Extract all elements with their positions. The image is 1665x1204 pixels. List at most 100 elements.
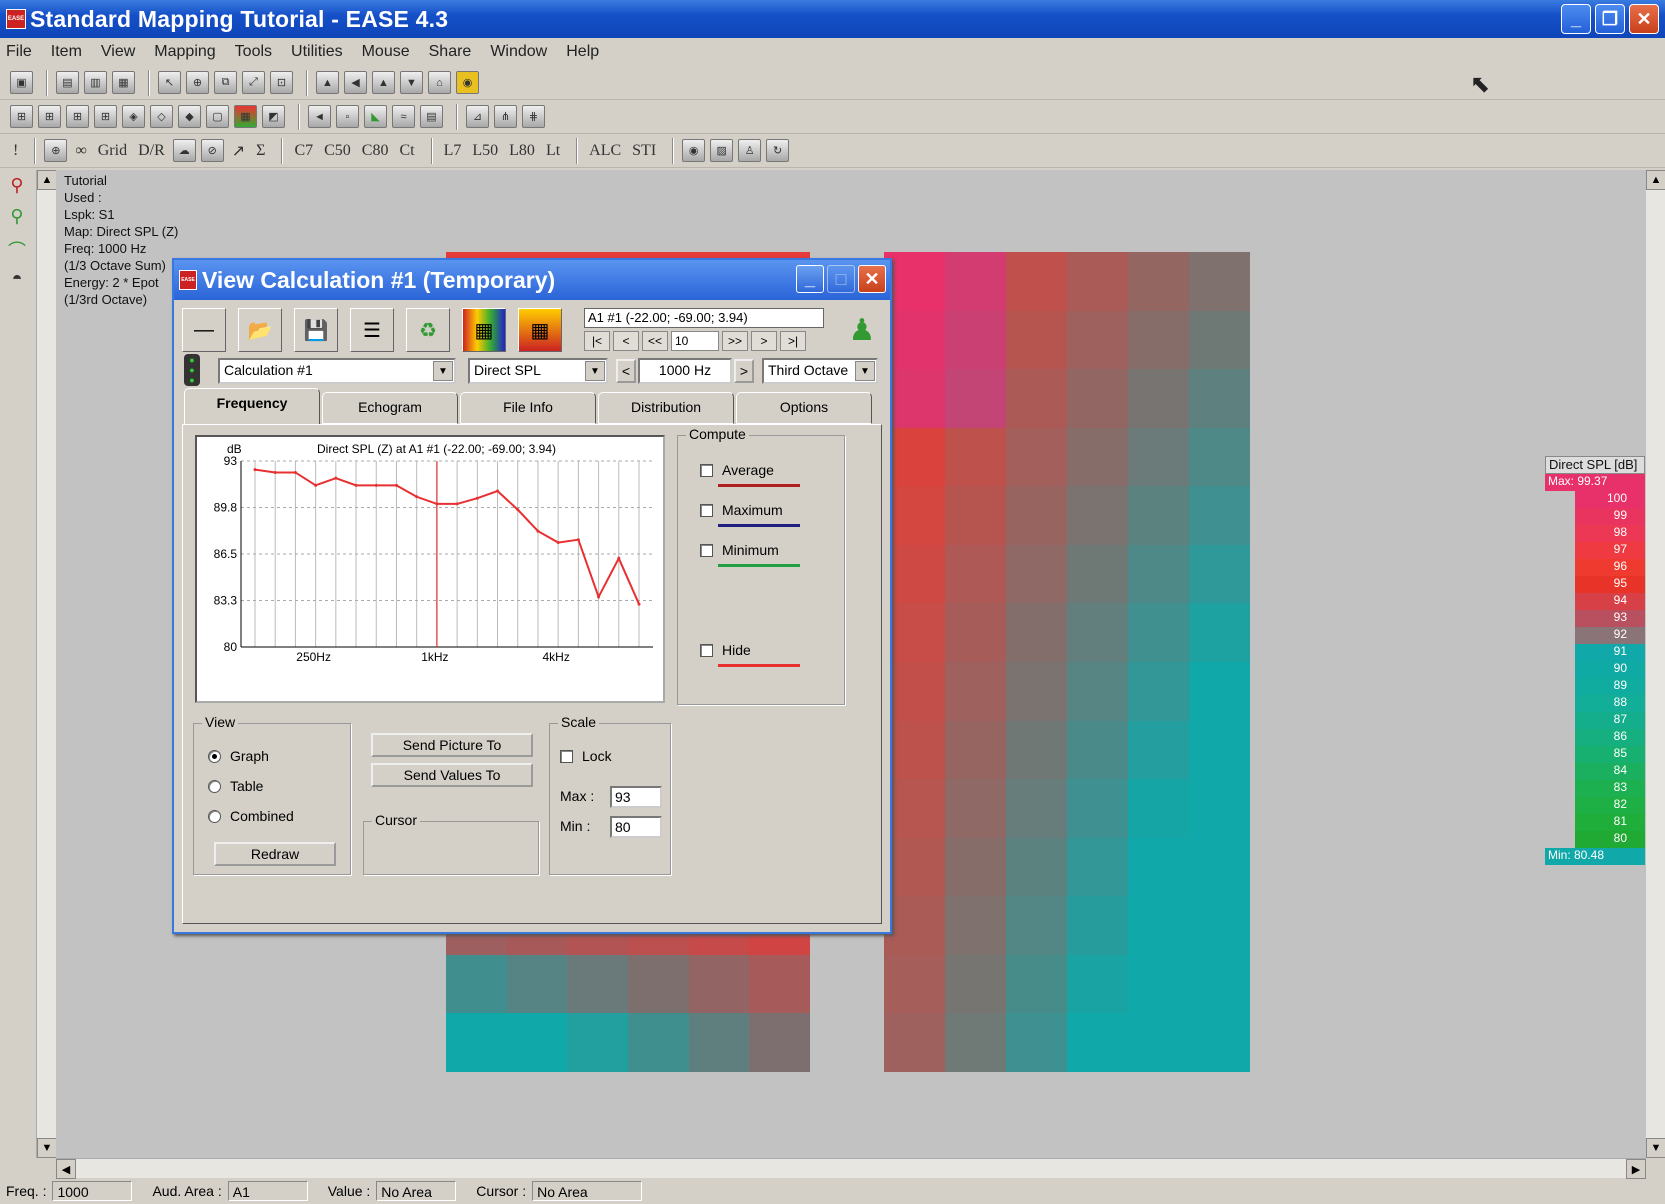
link-icon[interactable]: ∞ xyxy=(75,141,87,159)
curve-icon[interactable]: ↗ xyxy=(231,142,246,160)
solid-icon[interactable]: ◆ xyxy=(178,105,201,128)
nav-next-step-button[interactable]: >> xyxy=(722,331,748,351)
dialog-maximize-button[interactable]: □ xyxy=(827,265,855,293)
table-radio[interactable]: Table xyxy=(208,778,263,794)
frequency-field[interactable]: 1000 Hz xyxy=(638,358,732,384)
minimum-checkbox[interactable]: Minimum xyxy=(700,542,779,558)
hide-checkbox[interactable]: Hide xyxy=(700,642,751,658)
arrow-up-icon[interactable]: ▲ xyxy=(372,71,395,94)
person-icon[interactable]: ♙ xyxy=(738,139,762,162)
l7-button[interactable]: L7 xyxy=(443,141,462,159)
redraw-button[interactable]: Redraw xyxy=(214,842,336,866)
window-titlebar[interactable]: EASE Standard Mapping Tutorial - EASE 4.… xyxy=(0,0,1665,38)
sti-button[interactable]: STI xyxy=(632,141,657,159)
map-icon[interactable]: ▦ xyxy=(234,105,257,128)
speaker-icon[interactable]: ◄ xyxy=(308,105,331,128)
ct-button[interactable]: Ct xyxy=(399,141,415,159)
scroll-left-icon[interactable]: ◀ xyxy=(56,1159,76,1179)
rotate-icon[interactable]: ↻ xyxy=(766,139,790,162)
scroll-up-icon[interactable]: ▲ xyxy=(1646,170,1665,190)
alc-button[interactable]: ALC xyxy=(589,141,622,159)
dome-icon[interactable]: ◓ xyxy=(11,268,23,288)
frequency-graph[interactable]: 93 89.8 86.5 83.3 80 250Hz 1kHz 4kHz dB Direct SP… xyxy=(195,435,665,703)
zoom-fit-icon[interactable]: ⤢ xyxy=(242,71,265,94)
menu-mouse[interactable]: Mouse xyxy=(361,43,410,60)
multi-heatmap-icon[interactable]: ▦ xyxy=(518,308,562,352)
grid-button[interactable]: Grid xyxy=(97,141,128,159)
table-icon[interactable]: ▤ xyxy=(420,105,443,128)
no-icon[interactable]: ⊘ xyxy=(200,139,224,162)
graph-radio[interactable]: Graph xyxy=(208,748,269,764)
checkbox-box[interactable] xyxy=(700,463,713,477)
checkbox-box[interactable] xyxy=(700,503,713,517)
menu-window[interactable]: Window xyxy=(490,43,548,60)
calculation-select[interactable]: Calculation #1 ▼ xyxy=(218,358,456,384)
edit-face-icon[interactable]: ▦ xyxy=(112,71,135,94)
layout-4-icon[interactable]: ⊞ xyxy=(94,105,117,128)
arrow-left-icon[interactable]: ◀ xyxy=(344,71,367,94)
crosshair-icon[interactable]: ⊕ xyxy=(186,71,209,94)
map-type-select[interactable]: Direct SPL ▼ xyxy=(468,358,608,384)
chevron-down-icon[interactable]: ▼ xyxy=(855,361,875,381)
tab-options[interactable]: Options xyxy=(736,392,872,424)
layout-1-icon[interactable]: ⊞ xyxy=(10,105,33,128)
menu-tools[interactable]: Tools xyxy=(234,43,273,60)
c50-button[interactable]: C50 xyxy=(324,141,351,159)
lock-checkbox[interactable]: Lock xyxy=(560,748,612,764)
tree-icon[interactable]: ⋔ xyxy=(494,105,517,128)
restore-button[interactable]: ❐ xyxy=(1595,4,1625,34)
speaker-red-icon[interactable]: ⚲ xyxy=(10,175,24,195)
checkbox-box[interactable] xyxy=(700,543,713,557)
open-folder-icon[interactable]: 📂 xyxy=(238,308,282,352)
nav-last-button[interactable]: >| xyxy=(780,331,806,351)
band-select[interactable]: Third Octave ▼ xyxy=(762,358,878,384)
zoom-window-icon[interactable]: ⊡ xyxy=(270,71,293,94)
maximum-checkbox[interactable]: Maximum xyxy=(700,502,783,518)
l80-button[interactable]: L80 xyxy=(509,141,535,159)
menu-utilities[interactable]: Utilities xyxy=(291,43,343,60)
scroll-down-icon[interactable]: ▼ xyxy=(37,1138,57,1158)
minimize-button[interactable]: _ xyxy=(1561,4,1591,34)
radio-dot[interactable] xyxy=(208,749,221,763)
horizontal-scrollbar[interactable]: ◀ ▶ xyxy=(56,1158,1646,1179)
arrow-down-icon[interactable]: ▼ xyxy=(400,71,423,94)
radio-dot[interactable] xyxy=(208,809,221,823)
menu-file[interactable]: File xyxy=(6,43,32,60)
combined-radio[interactable]: Combined xyxy=(208,808,294,824)
left-scrollbar[interactable]: ▲ ▼ xyxy=(36,170,57,1158)
step-input[interactable]: 10 xyxy=(671,331,719,351)
max-input[interactable]: 93 xyxy=(610,786,662,808)
dialog-titlebar[interactable]: EASE View Calculation #1 (Temporary) _ □… xyxy=(174,260,890,300)
scroll-right-icon[interactable]: ▶ xyxy=(1626,1159,1646,1179)
freq-down-button[interactable]: < xyxy=(616,359,636,383)
hatch-icon[interactable]: ▨ xyxy=(710,139,734,162)
split-icon[interactable]: ⋕ xyxy=(522,105,545,128)
chevron-down-icon[interactable]: ▼ xyxy=(585,361,605,381)
dialog-close-button[interactable]: ✕ xyxy=(858,265,886,293)
settings-icon[interactable]: ◉ xyxy=(456,71,479,94)
right-scrollbar[interactable]: ▲ ▼ xyxy=(1646,170,1665,1158)
average-checkbox[interactable]: Average xyxy=(700,462,774,478)
heatmap-icon[interactable]: ▦ xyxy=(462,308,506,352)
menu-item[interactable]: Item xyxy=(50,43,82,60)
tab-echogram[interactable]: Echogram xyxy=(322,392,458,424)
edit-room-icon[interactable]: ▤ xyxy=(56,71,79,94)
close-button[interactable]: ✕ xyxy=(1629,4,1659,34)
menu-view[interactable]: View xyxy=(100,43,136,60)
green-speaker-icon[interactable]: ◣ xyxy=(364,105,387,128)
cloud-icon[interactable]: ☁ xyxy=(172,139,196,162)
listener-icon[interactable]: ♟ xyxy=(848,313,876,347)
chart-icon[interactable]: ◩ xyxy=(262,105,285,128)
edit-area-icon[interactable]: ▥ xyxy=(84,71,107,94)
wire-icon[interactable]: ◇ xyxy=(150,105,173,128)
layout-3-icon[interactable]: ⊞ xyxy=(66,105,89,128)
nav-prev-button[interactable]: < xyxy=(613,331,639,351)
chevron-down-icon[interactable]: ▼ xyxy=(433,361,453,381)
open-project-icon[interactable]: ▣ xyxy=(10,71,33,94)
arc-icon[interactable]: ⌒ xyxy=(8,241,26,261)
menu-help[interactable]: Help xyxy=(566,43,600,60)
exclaim-icon[interactable]: ! xyxy=(13,141,19,159)
copy-view-icon[interactable]: ⧉ xyxy=(214,71,237,94)
freq-up-button[interactable]: > xyxy=(734,359,754,383)
c80-button[interactable]: C80 xyxy=(361,141,389,159)
